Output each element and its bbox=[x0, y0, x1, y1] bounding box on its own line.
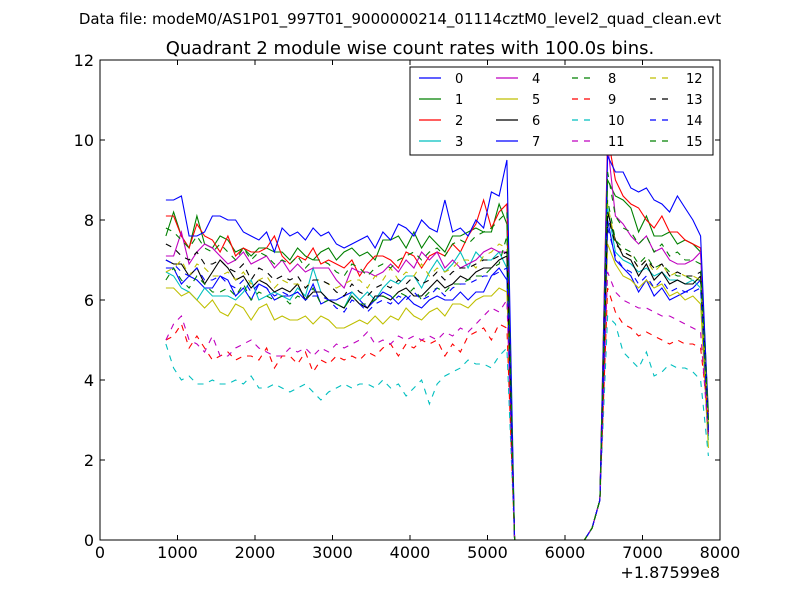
series-line-6 bbox=[165, 211, 709, 541]
legend-label-3: 3 bbox=[455, 135, 463, 150]
legend-label-4: 4 bbox=[532, 72, 540, 87]
series-line-3 bbox=[165, 207, 709, 541]
legend-label-9: 9 bbox=[608, 93, 616, 108]
legend-label-2: 2 bbox=[455, 114, 463, 129]
x-tick-label: 2000 bbox=[235, 543, 276, 562]
y-tick-label: 6 bbox=[84, 291, 94, 310]
legend-label-0: 0 bbox=[455, 72, 463, 87]
x-tick-label: 7000 bbox=[622, 543, 663, 562]
legend-label-13: 13 bbox=[686, 93, 703, 108]
legend-label-11: 11 bbox=[608, 135, 625, 150]
series-line-4 bbox=[165, 143, 709, 541]
y-tick-label: 0 bbox=[84, 531, 94, 550]
x-tick-label: 4000 bbox=[390, 543, 431, 562]
x-tick-label: 3000 bbox=[312, 543, 353, 562]
chart-title: Quadrant 2 module wise count rates with … bbox=[166, 38, 655, 59]
y-tick-label: 10 bbox=[74, 131, 94, 150]
legend-label-10: 10 bbox=[608, 114, 625, 129]
y-tick-label: 12 bbox=[74, 51, 94, 70]
axes-ticks: 0 1000 2000 3000 4000 5000 6000 7000 80000246810… bbox=[74, 51, 741, 562]
legend-box bbox=[409, 66, 714, 156]
series-layer bbox=[165, 135, 709, 541]
series-line-5 bbox=[165, 243, 709, 541]
series-line-13 bbox=[165, 215, 709, 541]
x-tick-label: 0 bbox=[95, 543, 105, 562]
legend-label-15: 15 bbox=[686, 135, 703, 150]
x-tick-label: 1000 bbox=[157, 543, 198, 562]
legend-label-7: 7 bbox=[532, 135, 540, 150]
legend-label-14: 14 bbox=[686, 114, 703, 129]
series-line-0 bbox=[165, 219, 709, 541]
series-line-15 bbox=[165, 171, 709, 541]
series-line-10 bbox=[165, 314, 709, 541]
legend-label-5: 5 bbox=[532, 93, 540, 108]
data-file-label: Data file: modeM0/AS1P01_997T01_90000002… bbox=[79, 10, 721, 29]
y-tick-label: 4 bbox=[84, 371, 94, 390]
x-tick-label: 8000 bbox=[700, 543, 741, 562]
legend-label-8: 8 bbox=[608, 72, 616, 87]
series-line-1 bbox=[165, 179, 709, 541]
x-offset-label: +1.87599e8 bbox=[620, 563, 720, 582]
series-line-9 bbox=[165, 287, 709, 541]
x-tick-label: 5000 bbox=[467, 543, 508, 562]
series-line-7 bbox=[165, 155, 709, 541]
legend-label-12: 12 bbox=[686, 72, 703, 87]
legend-label-1: 1 bbox=[455, 93, 463, 108]
x-tick-label: 6000 bbox=[545, 543, 586, 562]
y-tick-label: 8 bbox=[84, 211, 94, 230]
series-line-11 bbox=[165, 271, 709, 541]
series-line-8 bbox=[165, 199, 709, 541]
legend-label-6: 6 bbox=[532, 114, 540, 129]
series-line-2 bbox=[165, 135, 709, 541]
series-line-14 bbox=[165, 227, 709, 541]
y-tick-label: 2 bbox=[84, 451, 94, 470]
